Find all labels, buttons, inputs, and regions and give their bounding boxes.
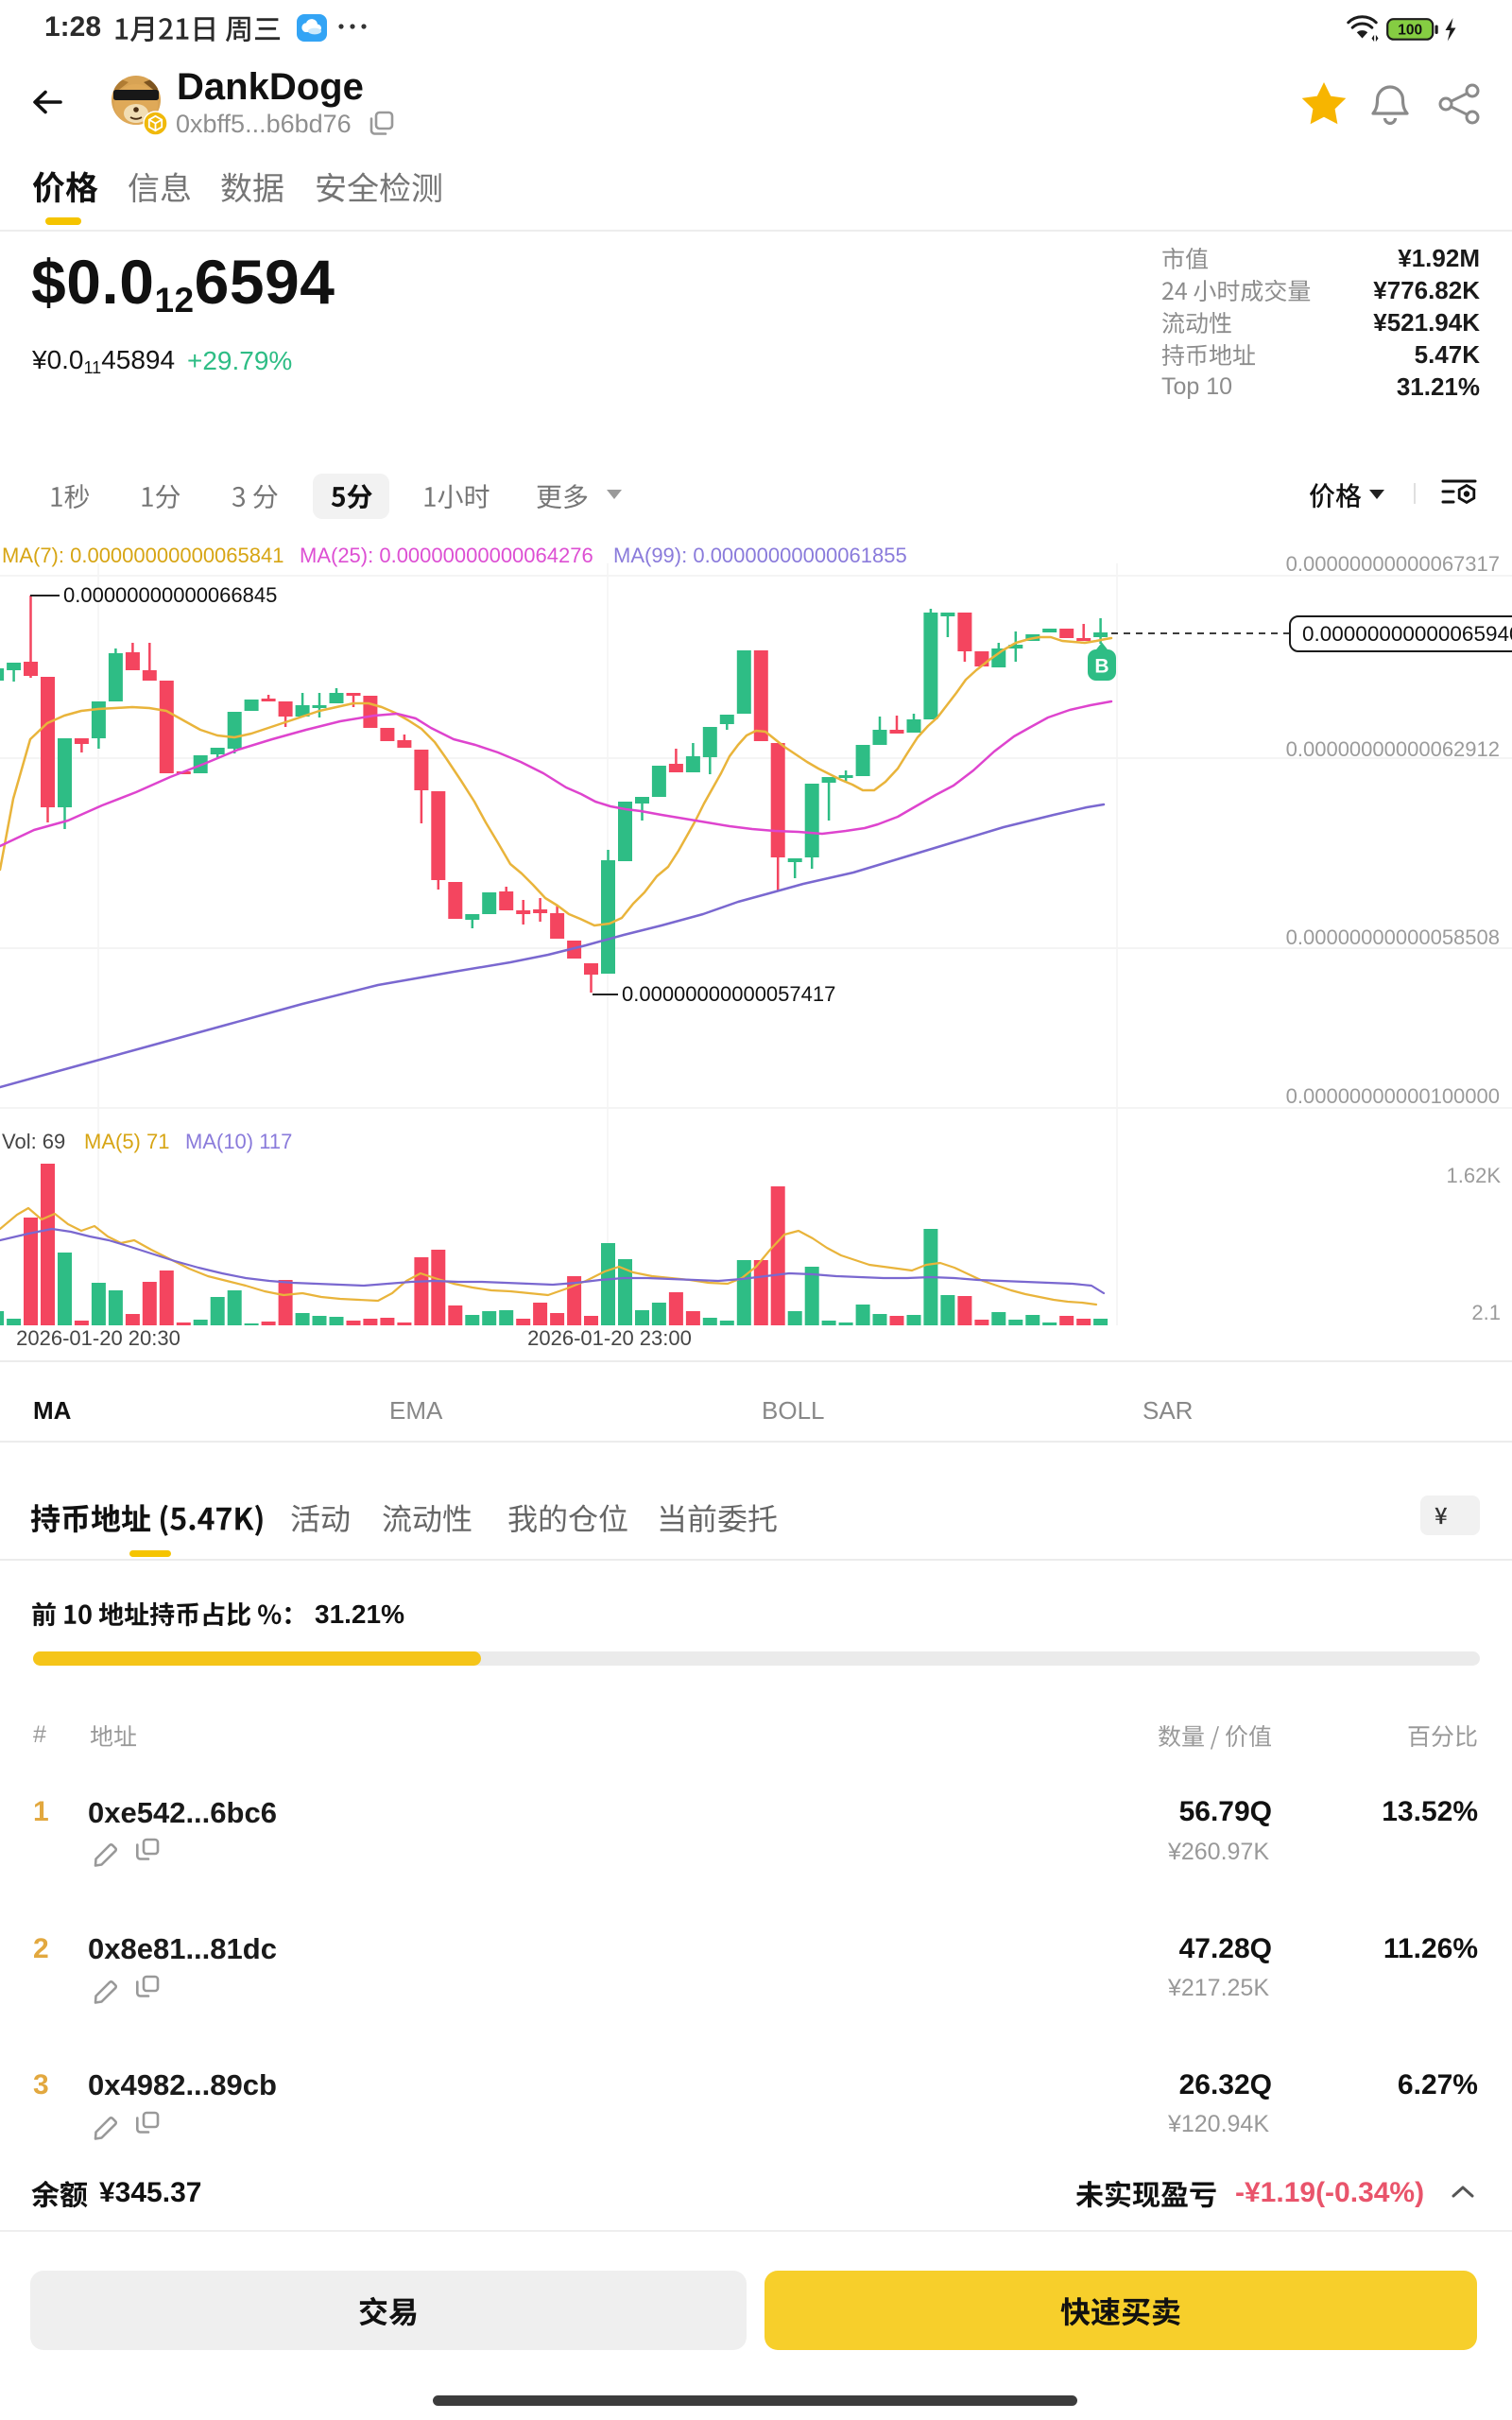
svg-text:B: B [1094, 656, 1108, 678]
svg-text:100: 100 [1398, 23, 1422, 39]
svg-text:0.00000000000058508: 0.00000000000058508 [1286, 925, 1500, 949]
svg-text:MA(7): 0.00000000000065841: MA(7): 0.00000000000065841 [2, 544, 284, 567]
svg-text:Vol: 69: Vol: 69 [2, 1130, 65, 1153]
svg-text:MA(5) 71: MA(5) 71 [84, 1130, 169, 1153]
svg-text:MA(99): 0.00000000000061855: MA(99): 0.00000000000061855 [613, 544, 907, 567]
svg-text:0.00000000000066845: 0.00000000000066845 [63, 583, 277, 607]
svg-text:2026-01-20 23:00: 2026-01-20 23:00 [527, 1326, 692, 1350]
svg-text:2.1: 2.1 [1471, 1301, 1501, 1324]
svg-text:0.00000000000057417: 0.00000000000057417 [622, 982, 835, 1006]
svg-text:MA(10) 117: MA(10) 117 [185, 1130, 292, 1153]
svg-text:2026-01-20 20:30: 2026-01-20 20:30 [16, 1326, 180, 1350]
svg-text:MA(25): 0.00000000000064276: MA(25): 0.00000000000064276 [300, 544, 593, 567]
svg-text:1.62K: 1.62K [1447, 1164, 1502, 1187]
svg-text:0.00000000000067317: 0.00000000000067317 [1286, 552, 1500, 576]
svg-text:0.00000000000065940: 0.00000000000065940 [1302, 622, 1512, 646]
svg-text:0.00000000000100000: 0.00000000000100000 [1286, 1084, 1500, 1108]
svg-text:0.00000000000062912: 0.00000000000062912 [1286, 737, 1500, 761]
